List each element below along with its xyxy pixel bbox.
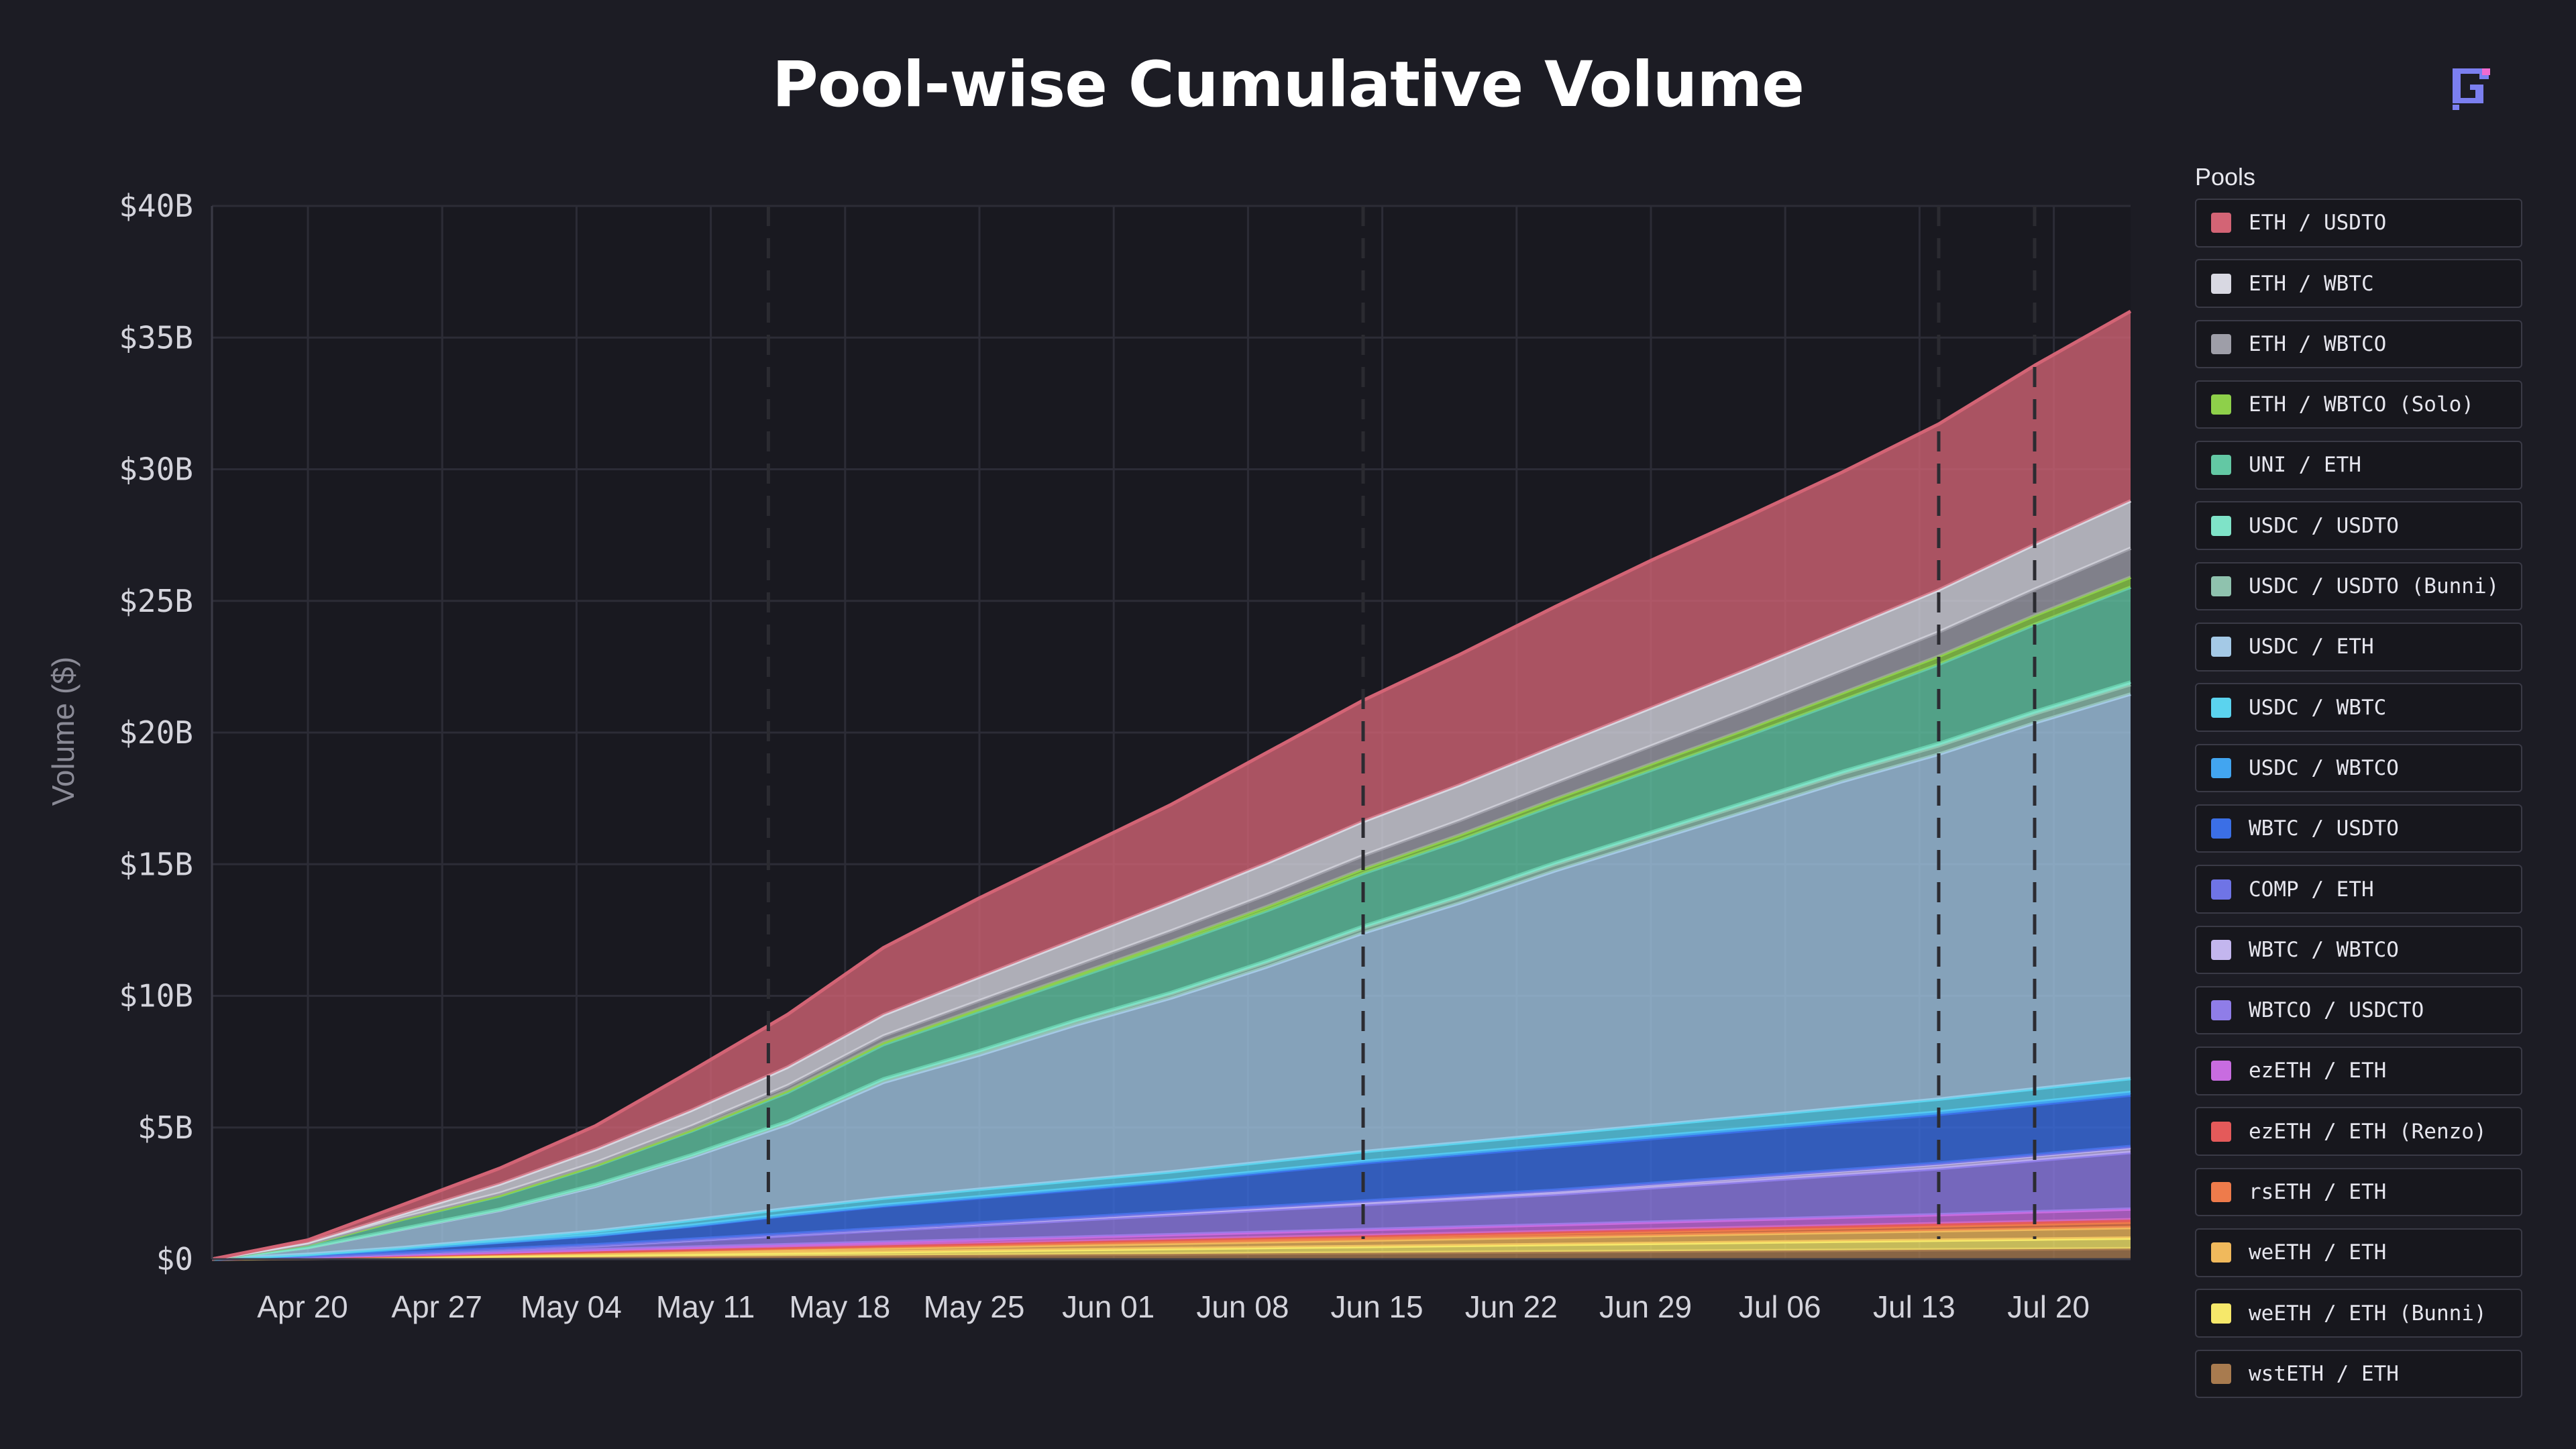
x-tick-label: May 18 [789, 1289, 890, 1324]
legend-item[interactable]: USDC / WBTCO [2195, 743, 2522, 793]
x-tick-label: May 04 [521, 1289, 622, 1324]
event-lines [766, 206, 2037, 1239]
brand-logo-mark [2453, 68, 2489, 103]
legend-swatch [2211, 939, 2231, 960]
x-tick-label: Apr 27 [391, 1289, 482, 1324]
legend-label: USDC / ETH [2249, 635, 2374, 659]
area-series [212, 694, 2131, 1259]
y-tick-label: $25B [119, 583, 193, 619]
brand-logo-icon [2453, 68, 2490, 110]
x-tick-label: Jun 22 [1465, 1289, 1558, 1324]
legend-label: UNI / ETH [2249, 453, 2361, 478]
legend-swatch [2211, 1303, 2231, 1324]
y-tick-label: $5B [138, 1110, 193, 1146]
axes: $0 $5B $10B $15B $20B $25B $30B $35B $40B Apr 20 A… [119, 188, 2131, 1324]
legend-item[interactable]: rsETH / ETH [2195, 1167, 2522, 1217]
legend-title: Pools [2195, 163, 2256, 191]
legend-label: ETH / WBTCO [2249, 331, 2387, 356]
legend-item[interactable]: UNI / ETH [2195, 441, 2522, 490]
legend-item[interactable]: USDC / USDTO [2195, 501, 2522, 550]
area-series [212, 1152, 2131, 1259]
legend-label: ETH / WBTC [2249, 271, 2374, 296]
legend-label: USDC / WBTCO [2249, 755, 2399, 780]
x-tick-label: Jul 20 [2007, 1289, 2090, 1324]
x-tick-label: Jun 15 [1331, 1289, 1424, 1324]
legend-label: USDC / WBTC [2249, 695, 2387, 720]
brand-logo-accent [2482, 68, 2490, 75]
legend-swatch [2211, 394, 2231, 415]
legend-item[interactable]: wstETH / ETH [2195, 1349, 2522, 1399]
legend-label: WBTCO / USDCTO [2249, 998, 2424, 1023]
legend-swatch [2211, 697, 2231, 718]
x-tick-label: Jun 01 [1062, 1289, 1155, 1324]
legend-item[interactable]: weETH / ETH (Bunni) [2195, 1289, 2522, 1338]
x-tick-label: Jun 08 [1196, 1289, 1289, 1324]
legend-item[interactable]: COMP / ETH [2195, 865, 2522, 914]
legend-swatch [2211, 1182, 2231, 1202]
legend-label: WBTC / WBTCO [2249, 937, 2399, 962]
legend-swatch [2211, 757, 2231, 778]
legend-item[interactable]: ezETH / ETH [2195, 1046, 2522, 1095]
legend-swatch [2211, 455, 2231, 476]
legend-item[interactable]: ETH / WBTCO [2195, 319, 2522, 369]
legend-label: WBTC / USDTO [2249, 816, 2399, 841]
stacked-areas [211, 309, 2132, 1261]
legend-item[interactable]: ETH / WBTC [2195, 259, 2522, 308]
legend-swatch [2211, 1242, 2231, 1263]
legend-label: ETH / WBTCO (Solo) [2249, 392, 2474, 417]
y-tick-label: $15B [119, 846, 193, 882]
legend-label: USDC / USDTO [2249, 513, 2399, 538]
y-axis-label: Volume ($) [46, 657, 80, 806]
legend-swatch [2211, 1061, 2231, 1081]
area-series-line [211, 309, 2132, 1261]
legend-swatch [2211, 273, 2231, 294]
legend-item[interactable]: ezETH / ETH (Renzo) [2195, 1107, 2522, 1156]
legend-label: COMP / ETH [2249, 877, 2374, 902]
legend-swatch [2211, 576, 2231, 597]
y-tick-label: $30B [119, 451, 193, 488]
legend-item[interactable]: WBTC / USDTO [2195, 804, 2522, 853]
legend-list: ETH / USDTO ETH / WBTC ETH / WBTCO ETH / WB… [2195, 199, 2522, 1399]
x-tick-label: May 25 [924, 1289, 1025, 1324]
legend-swatch [2211, 333, 2231, 354]
x-tick-label: Jul 13 [1873, 1289, 1955, 1324]
x-tick-label: May 11 [656, 1289, 755, 1324]
legend-swatch [2211, 515, 2231, 536]
legend-swatch [2211, 1363, 2231, 1384]
brand-logo-dot [2453, 105, 2459, 110]
y-tick-label: $10B [119, 978, 193, 1014]
legend-label: ezETH / ETH [2249, 1059, 2387, 1083]
legend-swatch [2211, 1121, 2231, 1142]
legend-label: ezETH / ETH (Renzo) [2249, 1119, 2487, 1144]
legend-swatch [2211, 818, 2231, 839]
legend-item[interactable]: USDC / USDTO (Bunni) [2195, 561, 2522, 611]
y-tick-label: $40B [119, 188, 193, 224]
legend-label: rsETH / ETH [2249, 1180, 2387, 1204]
legend-item[interactable]: WBTCO / USDCTO [2195, 985, 2522, 1035]
legend-swatch [2211, 637, 2231, 657]
legend-label: weETH / ETH (Bunni) [2249, 1301, 2487, 1326]
legend-item[interactable]: USDC / ETH [2195, 623, 2522, 672]
legend-swatch [2211, 1000, 2231, 1021]
legend-swatch [2211, 213, 2231, 233]
legend-swatch [2211, 879, 2231, 900]
y-tick-label: $35B [119, 319, 193, 356]
legend: Pools ETH / USDTO ETH / WBTC ETH / WBTCO ET… [2195, 161, 2522, 1399]
chart-title: Pool-wise Cumulative Volume [771, 48, 1805, 121]
legend-label: USDC / USDTO (Bunni) [2249, 574, 2500, 599]
legend-label: weETH / ETH [2249, 1240, 2387, 1265]
x-tick-label: Jul 06 [1739, 1289, 1821, 1324]
legend-label: ETH / USDTO [2249, 211, 2387, 235]
y-tick-label: $0 [156, 1241, 193, 1277]
legend-label: wstETH / ETH [2249, 1361, 2399, 1386]
x-tick-label: Apr 20 [257, 1289, 348, 1324]
legend-item[interactable]: USDC / WBTC [2195, 683, 2522, 732]
legend-item[interactable]: ETH / USDTO [2195, 199, 2522, 248]
legend-item[interactable]: ETH / WBTCO (Solo) [2195, 380, 2522, 429]
y-tick-label: $20B [119, 714, 193, 751]
legend-item[interactable]: WBTC / WBTCO [2195, 925, 2522, 975]
x-tick-label: Jun 29 [1599, 1289, 1692, 1324]
legend-item[interactable]: weETH / ETH [2195, 1228, 2522, 1277]
